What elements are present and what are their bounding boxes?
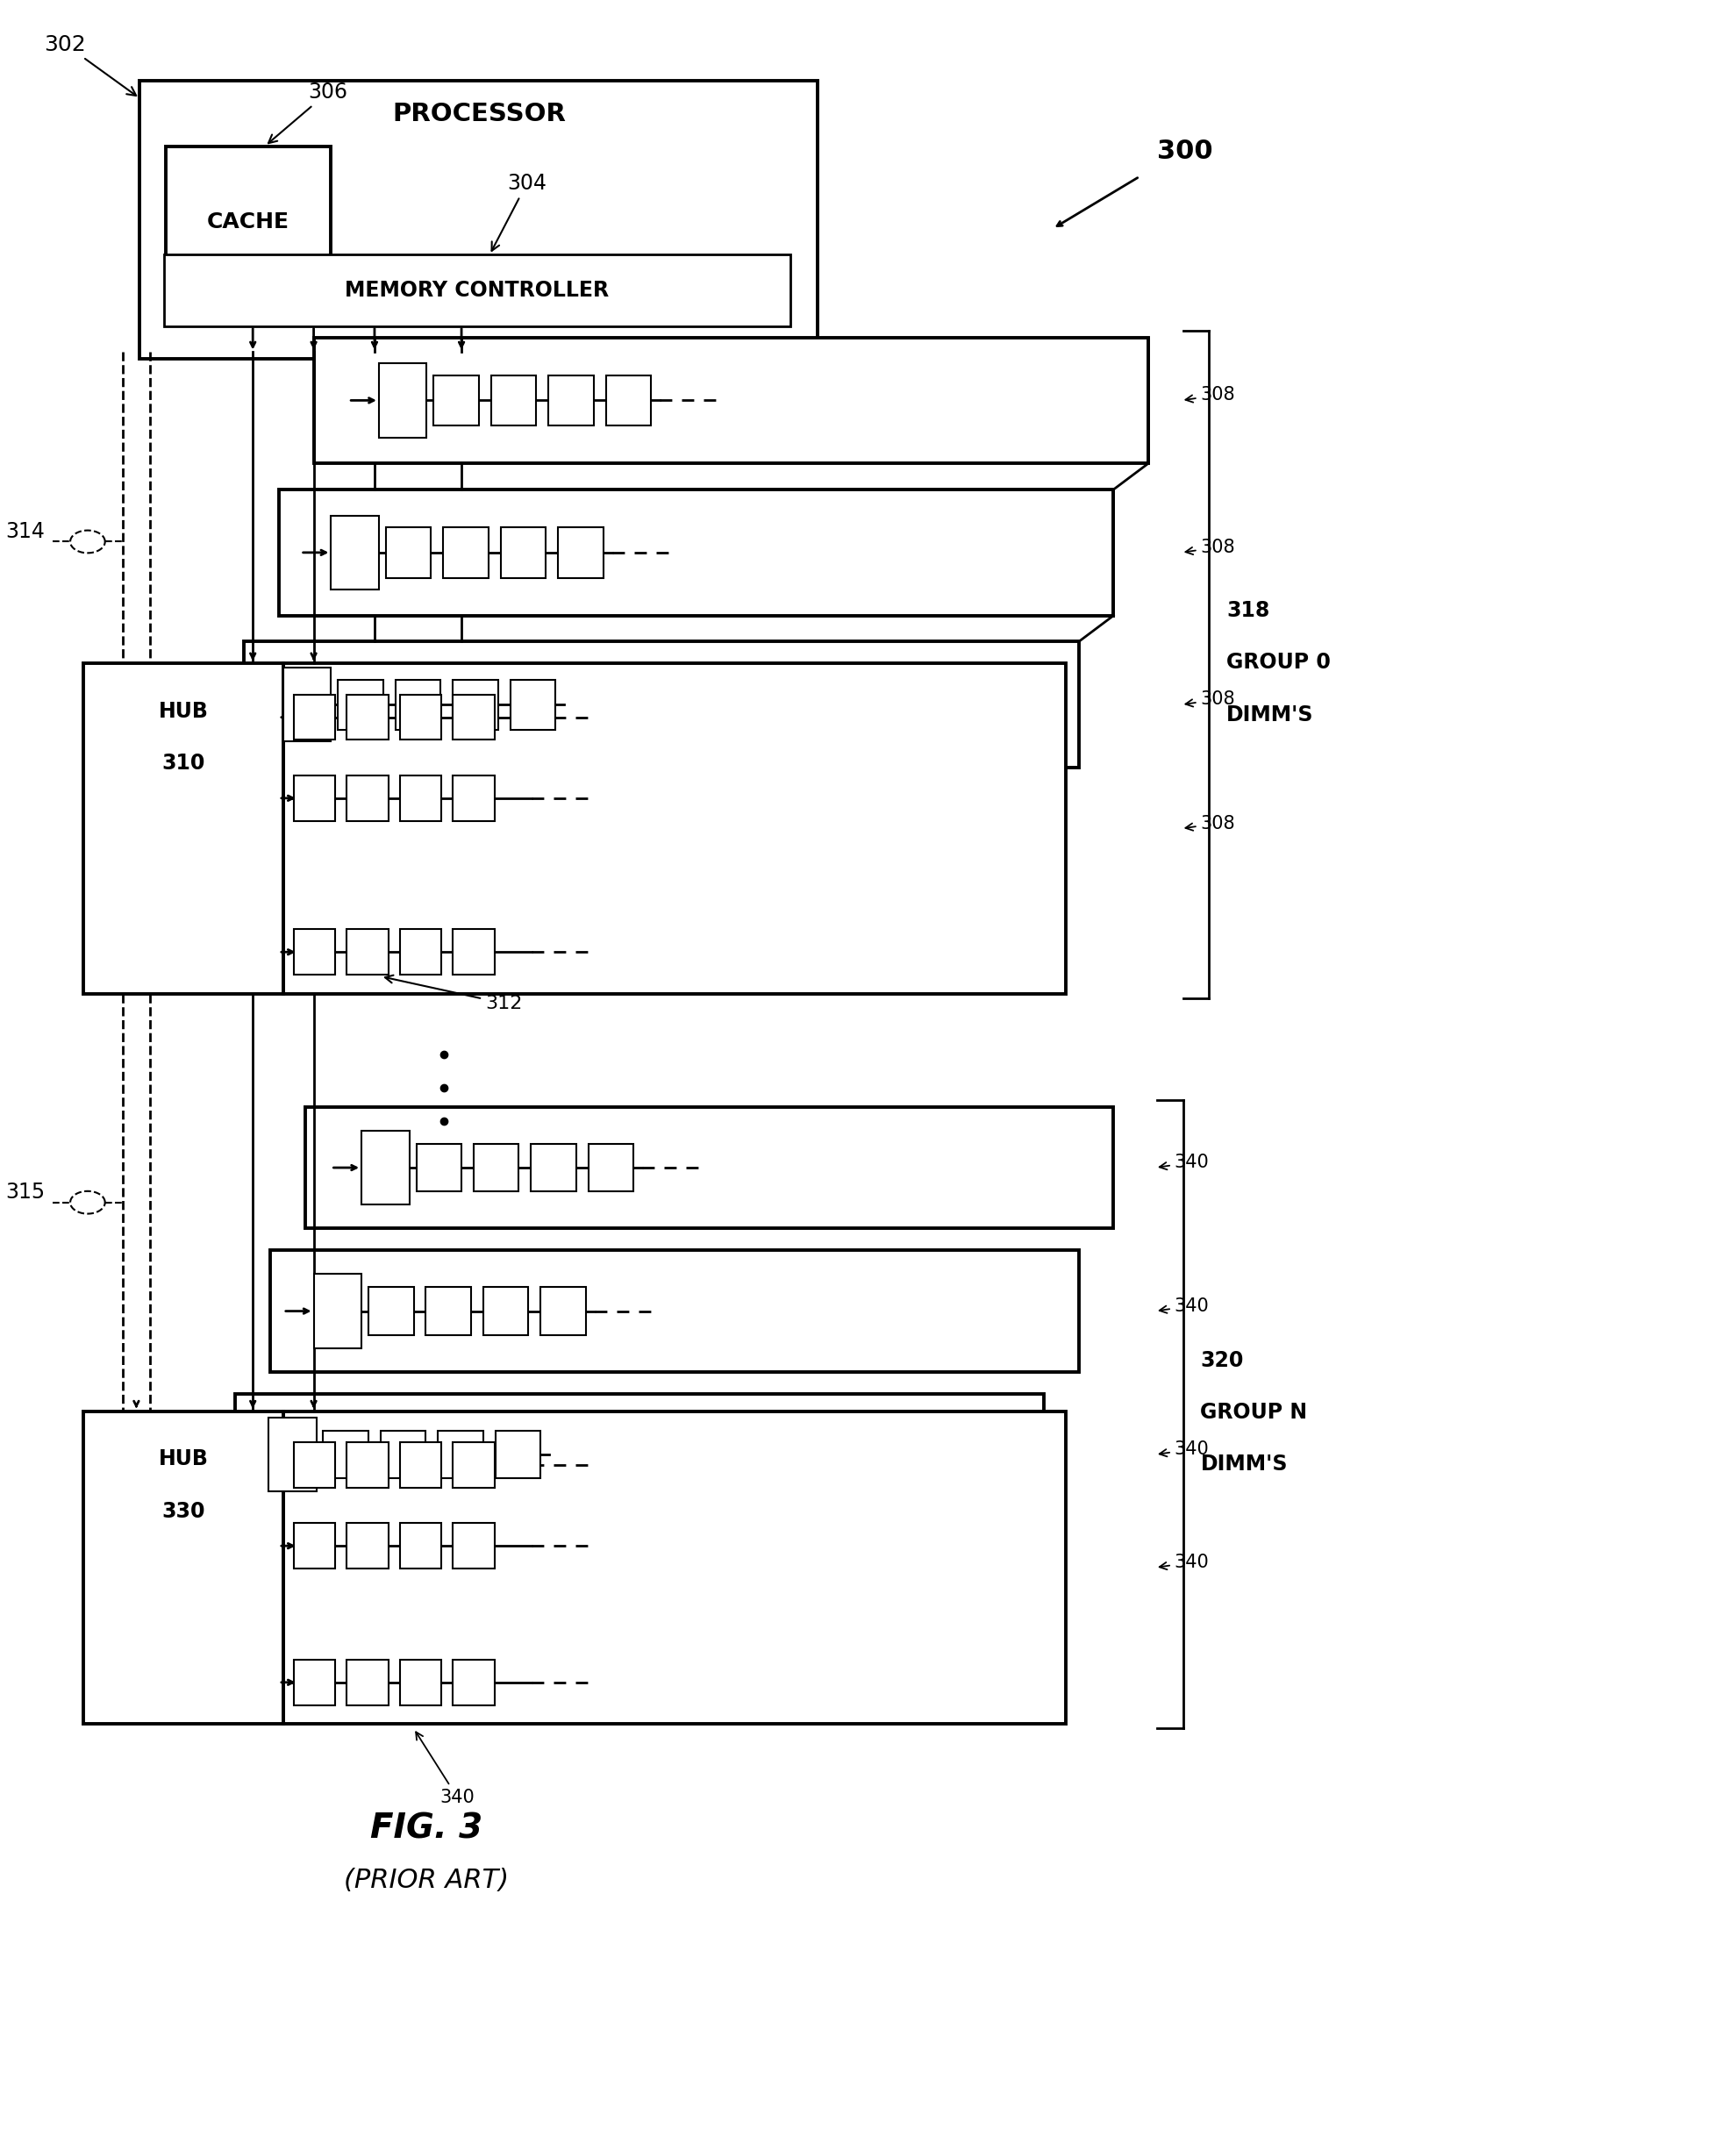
Bar [378,364,427,437]
Bar [283,663,1066,994]
Bar [314,338,1147,462]
Bar [453,695,495,740]
Text: 300: 300 [1156,140,1213,163]
Bar [531,1144,576,1192]
Text: 340: 340 [1160,1153,1210,1170]
Bar [167,146,332,299]
Bar [453,777,495,822]
Text: HUB: HUB [158,701,208,723]
Text: 304: 304 [491,172,547,252]
Bar [557,527,602,579]
Bar [347,1661,389,1706]
Bar [293,1443,335,1488]
Text: DIMM'S: DIMM'S [1201,1454,1288,1476]
Text: 314: 314 [5,521,45,542]
Bar [361,1131,410,1205]
Text: 318: 318 [1227,600,1269,622]
Bar [399,695,441,740]
Bar [453,929,495,974]
Bar [380,1430,425,1478]
Bar [453,1523,495,1568]
Text: 308: 308 [1186,690,1236,708]
Bar [417,1144,462,1192]
Bar [293,929,335,974]
Bar [491,374,536,426]
Text: 340: 340 [1160,1297,1210,1314]
Text: HUB: HUB [158,1448,208,1469]
Bar [589,1144,634,1192]
Bar [396,680,441,729]
Bar [510,680,556,729]
Text: 306: 306 [269,82,347,144]
Bar [83,663,283,994]
Text: 315: 315 [5,1181,45,1202]
Text: DIMM'S: DIMM'S [1227,703,1314,725]
Text: MEMORY CONTROLLER: MEMORY CONTROLLER [345,280,609,301]
Bar [495,1430,540,1478]
Bar [141,82,818,359]
Bar [306,1108,1113,1228]
Bar [500,527,545,579]
Bar [283,667,332,742]
Bar [283,1411,1066,1725]
Bar [453,1443,495,1488]
Bar [347,1523,389,1568]
Bar [385,527,431,579]
Bar [368,1286,413,1336]
Bar [453,680,498,729]
Text: (PRIOR ART): (PRIOR ART) [344,1867,509,1893]
Bar [293,695,335,740]
Text: 308: 308 [1186,387,1236,404]
Bar [437,1430,483,1478]
Bar [399,929,441,974]
Text: 340: 340 [1160,1441,1210,1458]
Text: PROCESSOR: PROCESSOR [392,101,566,127]
Bar [236,1394,1043,1516]
Bar [339,680,384,729]
Bar [271,1250,1078,1372]
Text: 308: 308 [1186,815,1236,832]
Bar [293,1661,335,1706]
Bar [323,1430,368,1478]
Text: FIG. 3: FIG. 3 [370,1811,483,1846]
Bar [314,1273,361,1349]
Text: GROUP 0: GROUP 0 [1227,652,1332,673]
Text: 312: 312 [385,974,523,1013]
Text: 340: 340 [1160,1553,1210,1570]
Text: 308: 308 [1186,538,1236,557]
Bar [399,777,441,822]
Bar [279,490,1113,615]
Text: 340: 340 [417,1732,474,1807]
Text: 320: 320 [1201,1349,1243,1370]
Bar [293,1523,335,1568]
Bar [606,374,651,426]
Bar [347,1443,389,1488]
Bar [332,516,378,589]
Bar [347,777,389,822]
Bar [83,1411,283,1725]
Bar [293,777,335,822]
Text: 302: 302 [43,34,135,95]
Bar [165,254,790,327]
Bar [540,1286,585,1336]
Bar [443,527,488,579]
Bar [549,374,594,426]
Text: 310: 310 [161,753,205,774]
Text: 330: 330 [161,1501,205,1521]
Bar [269,1418,316,1491]
Text: GROUP N: GROUP N [1201,1402,1307,1422]
Text: CACHE: CACHE [207,211,290,232]
Bar [483,1286,528,1336]
Bar [399,1443,441,1488]
Bar [474,1144,519,1192]
Bar [347,695,389,740]
Bar [245,641,1078,768]
Bar [399,1523,441,1568]
Bar [399,1661,441,1706]
Bar [347,929,389,974]
Bar [453,1661,495,1706]
Bar [434,374,479,426]
Bar [425,1286,470,1336]
